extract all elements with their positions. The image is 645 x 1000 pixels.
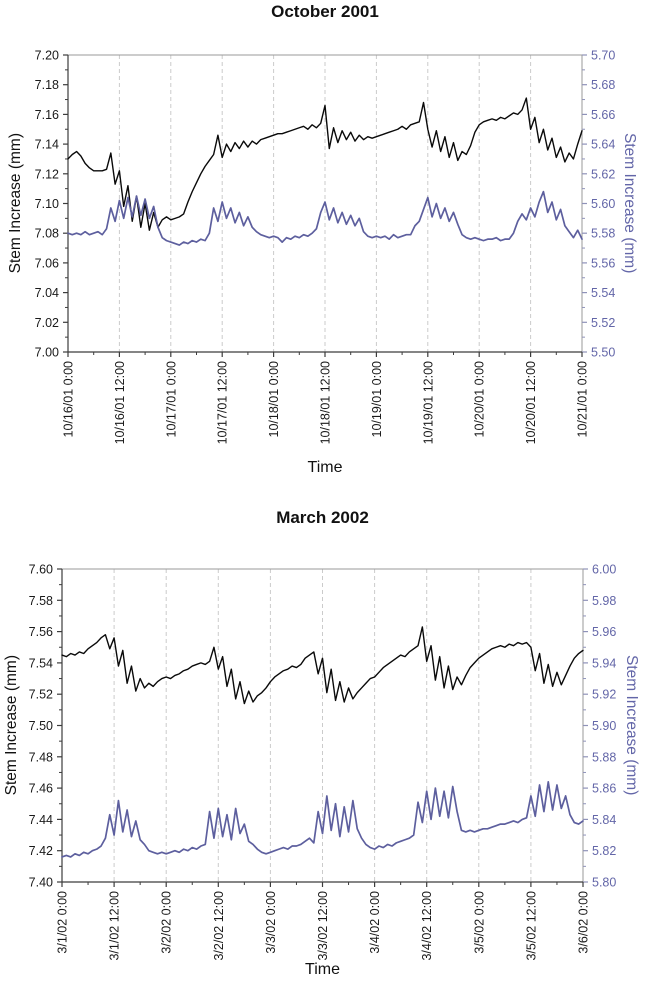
svg-text:5.68: 5.68 [591, 78, 615, 92]
svg-text:7.04: 7.04 [35, 286, 59, 300]
svg-text:3/4/02 0:00: 3/4/02 0:00 [368, 891, 382, 954]
svg-text:7.60: 7.60 [29, 563, 53, 577]
svg-text:5.80: 5.80 [592, 876, 616, 890]
svg-text:10/18/01 12:00: 10/18/01 12:00 [319, 361, 333, 444]
march-x-axis-title: Time [305, 961, 340, 978]
svg-text:3/2/02 12:00: 3/2/02 12:00 [212, 891, 226, 961]
october-plot-svg: 7.20 5.70 7.18 5.68 7.16 5.66 7.14 5.64 7.12 5.62… [35, 49, 616, 445]
svg-text:7.52: 7.52 [29, 688, 53, 702]
svg-text:7.40: 7.40 [29, 876, 53, 890]
svg-text:5.84: 5.84 [592, 813, 616, 827]
svg-text:7.50: 7.50 [29, 719, 53, 733]
svg-text:5.86: 5.86 [592, 782, 616, 796]
october-chart-title: October 2001 [271, 2, 379, 21]
svg-text:10/18/01 0:00: 10/18/01 0:00 [267, 361, 281, 438]
svg-text:5.98: 5.98 [592, 594, 616, 608]
svg-text:10/17/01 0:00: 10/17/01 0:00 [164, 361, 178, 438]
svg-text:10/19/01 0:00: 10/19/01 0:00 [370, 361, 384, 438]
svg-text:5.66: 5.66 [591, 108, 615, 122]
svg-text:3/1/02 0:00: 3/1/02 0:00 [56, 891, 70, 954]
svg-text:10/20/01 12:00: 10/20/01 12:00 [524, 361, 538, 444]
svg-text:3/5/02 12:00: 3/5/02 12:00 [524, 891, 538, 961]
svg-text:5.88: 5.88 [592, 750, 616, 764]
svg-text:7.00: 7.00 [35, 346, 59, 360]
svg-text:5.64: 5.64 [591, 138, 615, 152]
svg-text:7.20: 7.20 [35, 49, 59, 63]
svg-text:5.70: 5.70 [591, 49, 615, 63]
svg-text:10/17/01 12:00: 10/17/01 12:00 [216, 361, 230, 444]
svg-text:7.08: 7.08 [35, 227, 59, 241]
svg-text:7.58: 7.58 [29, 594, 53, 608]
october-right-axis-title: Stem Increase (mm) [621, 133, 638, 274]
svg-text:7.16: 7.16 [35, 108, 59, 122]
march-plot-svg: 7.60 6.00 7.58 5.98 7.56 5.96 7.54 5.94 7.52 5.92… [29, 563, 617, 961]
svg-text:7.48: 7.48 [29, 750, 53, 764]
svg-text:3/3/02 0:00: 3/3/02 0:00 [264, 891, 278, 954]
svg-text:7.06: 7.06 [35, 256, 59, 270]
svg-text:7.18: 7.18 [35, 78, 59, 92]
svg-text:10/16/01 12:00: 10/16/01 12:00 [113, 361, 127, 444]
svg-text:6.00: 6.00 [592, 563, 616, 577]
svg-text:7.56: 7.56 [29, 625, 53, 639]
svg-text:3/5/02 0:00: 3/5/02 0:00 [472, 891, 486, 954]
svg-text:5.56: 5.56 [591, 256, 615, 270]
svg-text:5.92: 5.92 [592, 688, 616, 702]
svg-text:3/2/02 0:00: 3/2/02 0:00 [160, 891, 174, 954]
svg-text:7.46: 7.46 [29, 782, 53, 796]
svg-text:10/20/01 0:00: 10/20/01 0:00 [473, 361, 487, 438]
march-right-axis-title: Stem Increase (mm) [623, 655, 640, 796]
svg-text:5.54: 5.54 [591, 286, 615, 300]
svg-text:5.50: 5.50 [591, 346, 615, 360]
svg-text:7.14: 7.14 [35, 138, 59, 152]
svg-text:5.52: 5.52 [591, 316, 615, 330]
svg-text:3/6/02 0:00: 3/6/02 0:00 [577, 891, 591, 954]
svg-text:10/19/01 12:00: 10/19/01 12:00 [421, 361, 435, 444]
svg-text:3/4/02 12:00: 3/4/02 12:00 [420, 891, 434, 961]
svg-text:7.44: 7.44 [29, 813, 53, 827]
svg-text:3/3/02 12:00: 3/3/02 12:00 [316, 891, 330, 961]
svg-text:7.02: 7.02 [35, 316, 59, 330]
svg-text:7.42: 7.42 [29, 844, 53, 858]
svg-text:10/21/01 0:00: 10/21/01 0:00 [576, 361, 590, 438]
october-x-axis-title: Time [307, 459, 343, 476]
svg-text:5.62: 5.62 [591, 167, 615, 181]
svg-text:7.12: 7.12 [35, 167, 59, 181]
svg-text:5.58: 5.58 [591, 227, 615, 241]
svg-text:5.60: 5.60 [591, 197, 615, 211]
svg-text:5.82: 5.82 [592, 844, 616, 858]
svg-text:3/1/02 12:00: 3/1/02 12:00 [108, 891, 122, 961]
svg-text:5.96: 5.96 [592, 625, 616, 639]
svg-text:10/16/01 0:00: 10/16/01 0:00 [62, 361, 76, 438]
march-chart-title: March 2002 [276, 508, 369, 527]
svg-text:5.90: 5.90 [592, 719, 616, 733]
svg-text:7.54: 7.54 [29, 656, 53, 670]
svg-text:7.10: 7.10 [35, 197, 59, 211]
svg-text:5.94: 5.94 [592, 656, 616, 670]
